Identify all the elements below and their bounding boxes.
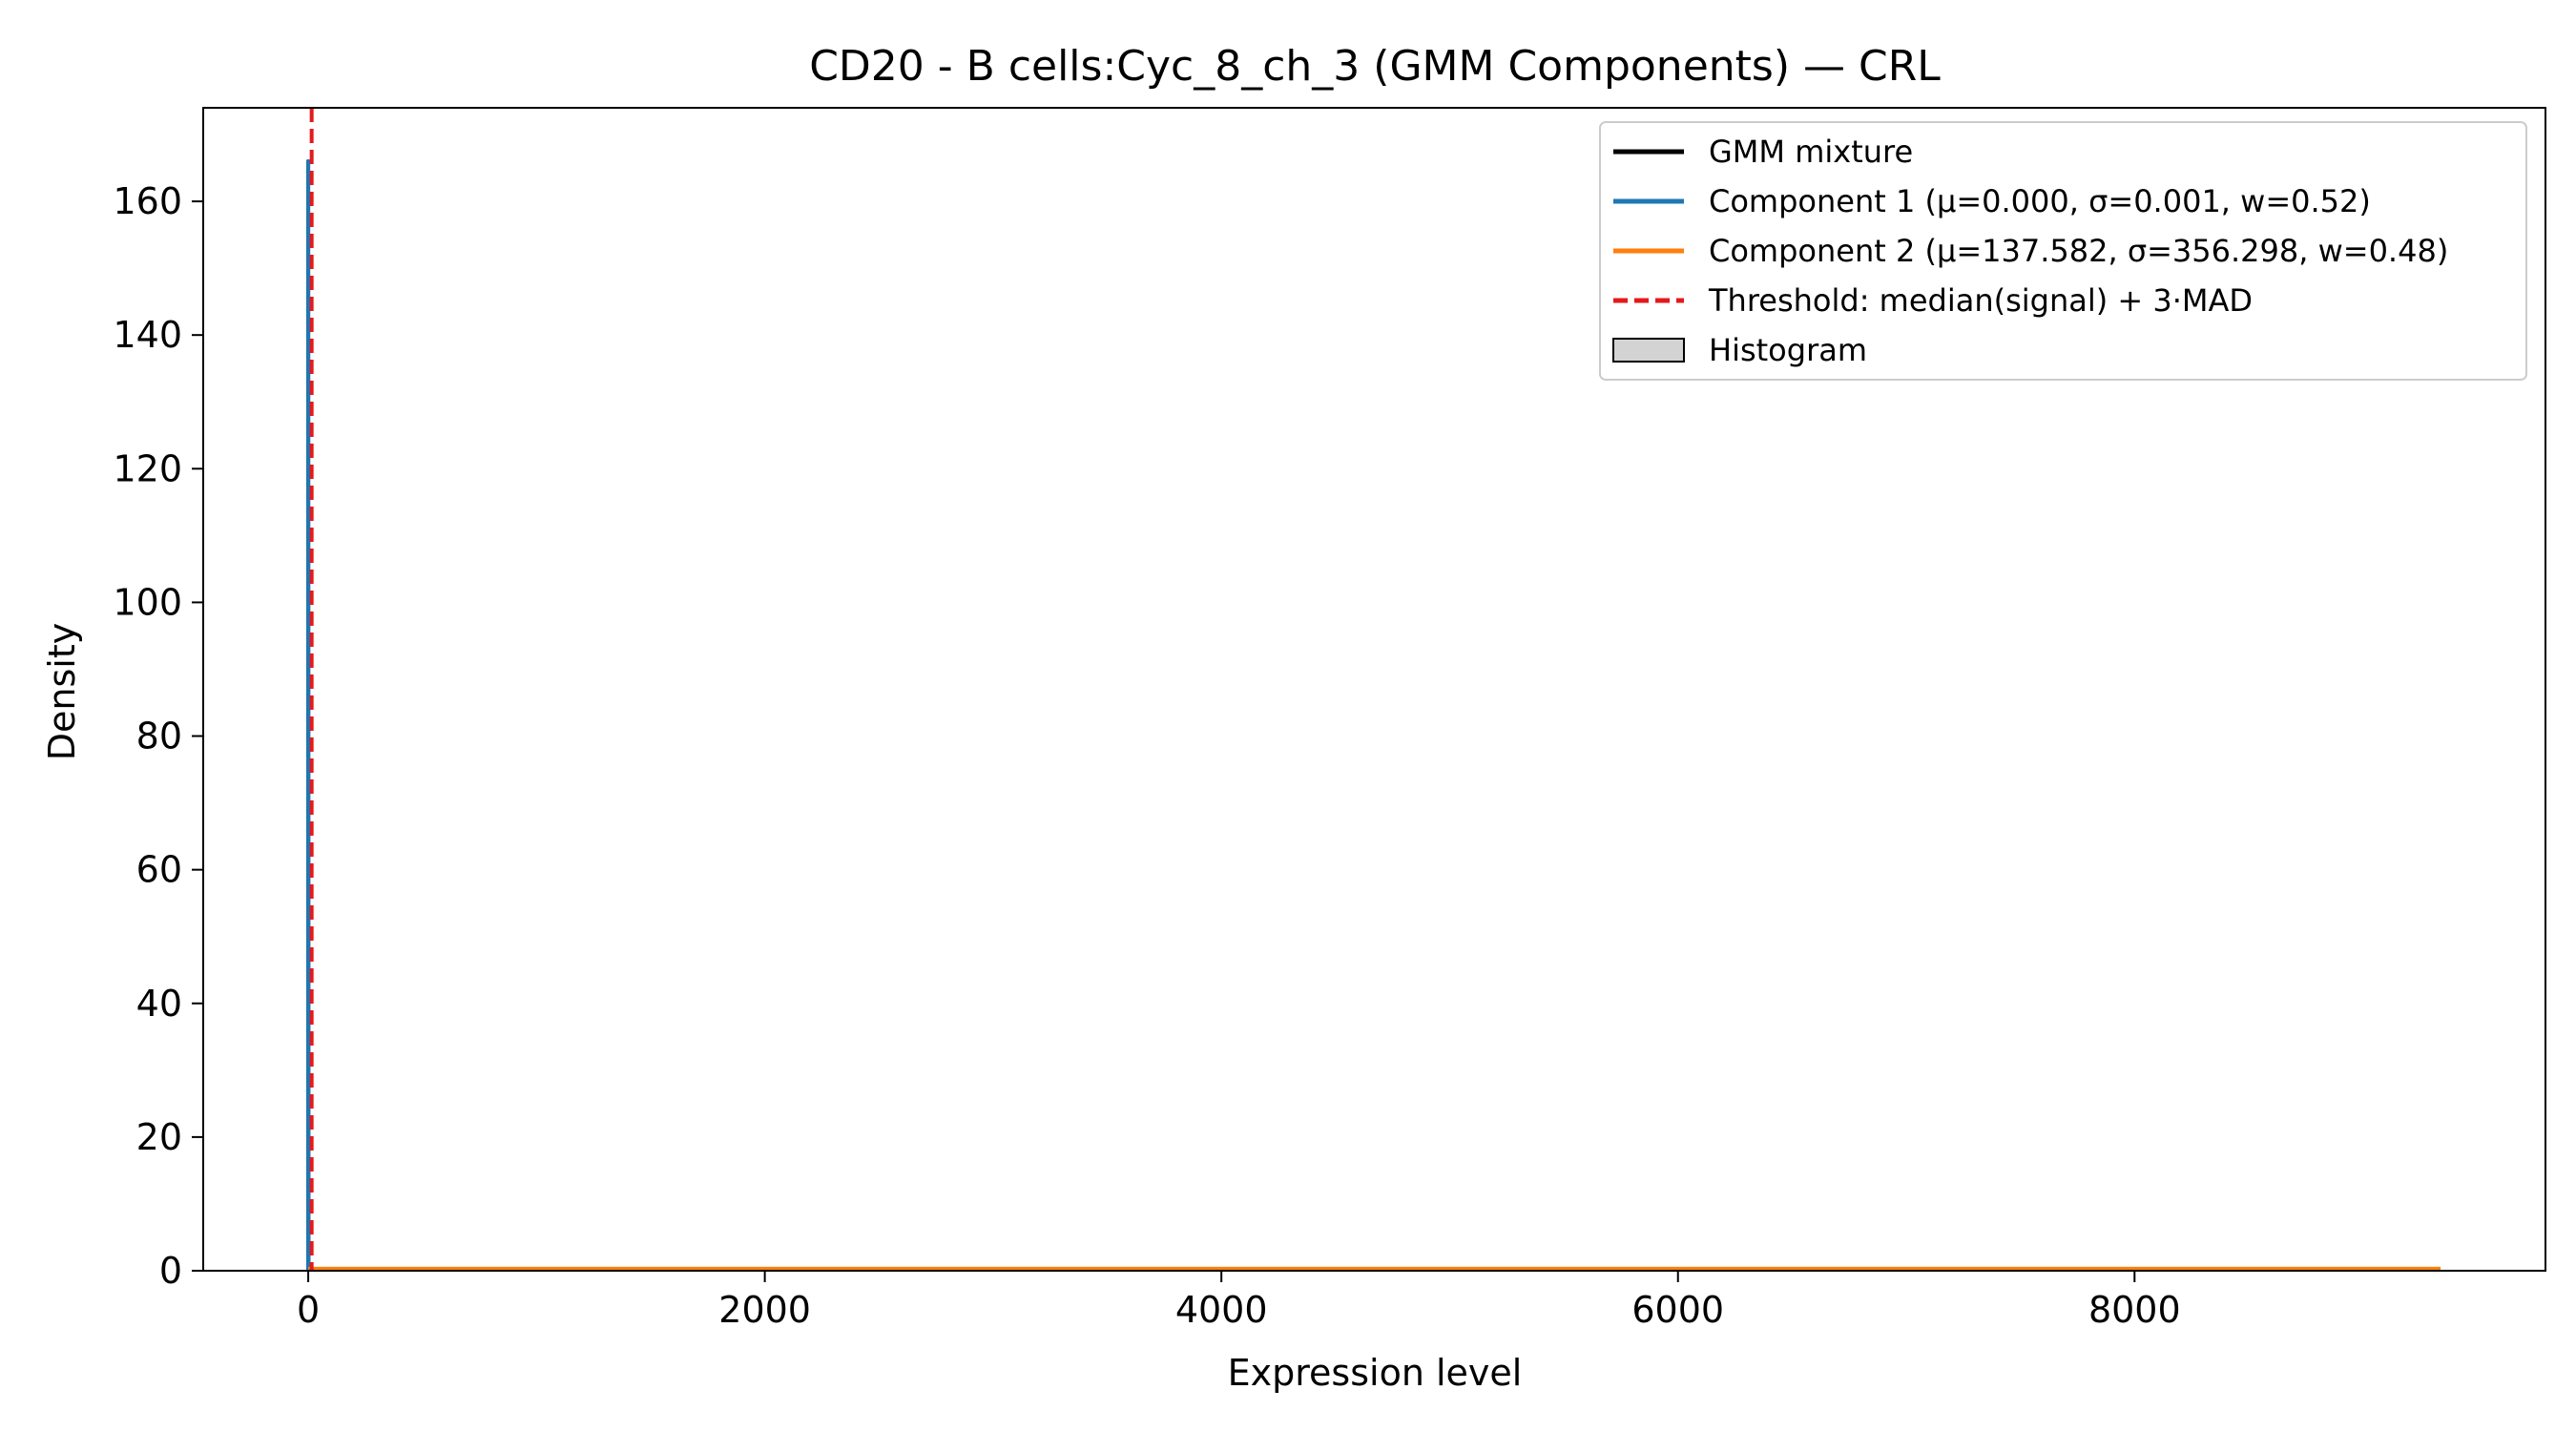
- y-tick-label: 60: [136, 849, 182, 891]
- y-axis-label: Density: [41, 623, 83, 760]
- y-tick-label: 40: [136, 983, 182, 1025]
- legend-swatch: [1612, 338, 1685, 363]
- y-tick-label: 120: [113, 447, 182, 489]
- series-line-2: [306, 159, 2441, 1271]
- x-axis-label: Expression level: [1228, 1352, 1523, 1394]
- legend-label: Component 1 (μ=0.000, σ=0.001, w=0.52): [1709, 183, 2371, 219]
- y-tick-label: 140: [113, 314, 182, 356]
- x-axis-ticks: 0 2000 4000 6000 8000: [297, 1271, 2181, 1331]
- y-tick-label: 0: [159, 1250, 182, 1292]
- axes-frame: [202, 107, 2546, 1272]
- legend-box: [1599, 121, 2527, 381]
- y-axis-ticks: 0 20 40 60 80 100 120 140 160: [113, 180, 203, 1292]
- y-tick-label: 100: [113, 581, 182, 623]
- legend-label: Threshold: median(signal) + 3·MAD: [1708, 282, 2253, 319]
- x-tick-label: 4000: [1175, 1289, 1268, 1331]
- plot-area: [202, 107, 2546, 1272]
- x-tick-label: 8000: [2088, 1289, 2181, 1331]
- legend-label: Histogram: [1709, 332, 1867, 368]
- legend-label: Component 2 (μ=137.582, σ=356.298, w=0.4…: [1709, 233, 2448, 269]
- x-tick-label: 2000: [718, 1289, 811, 1331]
- y-tick-label: 80: [136, 716, 182, 757]
- legend: GMM mixture Component 1 (μ=0.000, σ=0.001…: [1599, 121, 2527, 381]
- legend-label: GMM mixture: [1709, 134, 1913, 170]
- chart-title: CD20 - B cells:Cyc_8_ch_3 (GMM Component…: [809, 42, 1941, 91]
- x-tick-label: 0: [297, 1289, 320, 1331]
- y-tick-label: 20: [136, 1116, 182, 1158]
- y-tick-label: 160: [113, 180, 182, 222]
- x-tick-label: 6000: [1631, 1289, 1724, 1331]
